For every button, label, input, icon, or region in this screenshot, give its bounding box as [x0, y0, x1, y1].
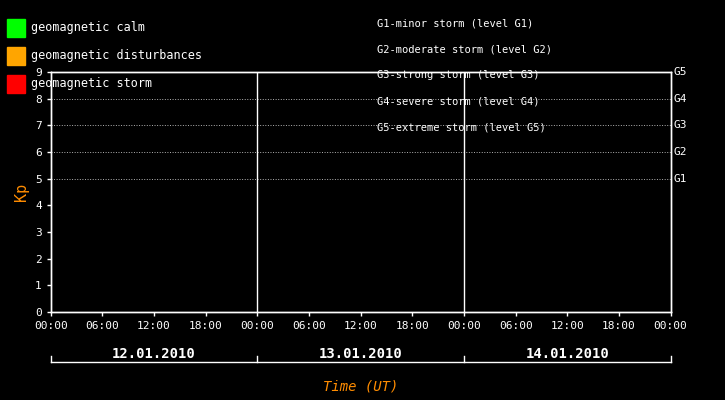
Text: G3-strong storm (level G3): G3-strong storm (level G3): [377, 70, 539, 80]
Text: geomagnetic calm: geomagnetic calm: [31, 22, 145, 34]
Text: G2-moderate storm (level G2): G2-moderate storm (level G2): [377, 44, 552, 54]
Text: Time (UT): Time (UT): [323, 379, 398, 393]
Text: geomagnetic storm: geomagnetic storm: [31, 78, 152, 90]
Text: G5-extreme storm (level G5): G5-extreme storm (level G5): [377, 122, 546, 132]
Text: 14.01.2010: 14.01.2010: [526, 347, 609, 361]
Text: G1-minor storm (level G1): G1-minor storm (level G1): [377, 18, 534, 28]
Text: G2: G2: [674, 147, 687, 157]
Y-axis label: Kp: Kp: [14, 183, 30, 201]
Text: 12.01.2010: 12.01.2010: [112, 347, 196, 361]
Text: G3: G3: [674, 120, 687, 130]
Text: G4-severe storm (level G4): G4-severe storm (level G4): [377, 96, 539, 106]
Text: 13.01.2010: 13.01.2010: [319, 347, 402, 361]
Text: G5: G5: [674, 67, 687, 77]
Text: G4: G4: [674, 94, 687, 104]
Text: geomagnetic disturbances: geomagnetic disturbances: [31, 50, 202, 62]
Text: G1: G1: [674, 174, 687, 184]
